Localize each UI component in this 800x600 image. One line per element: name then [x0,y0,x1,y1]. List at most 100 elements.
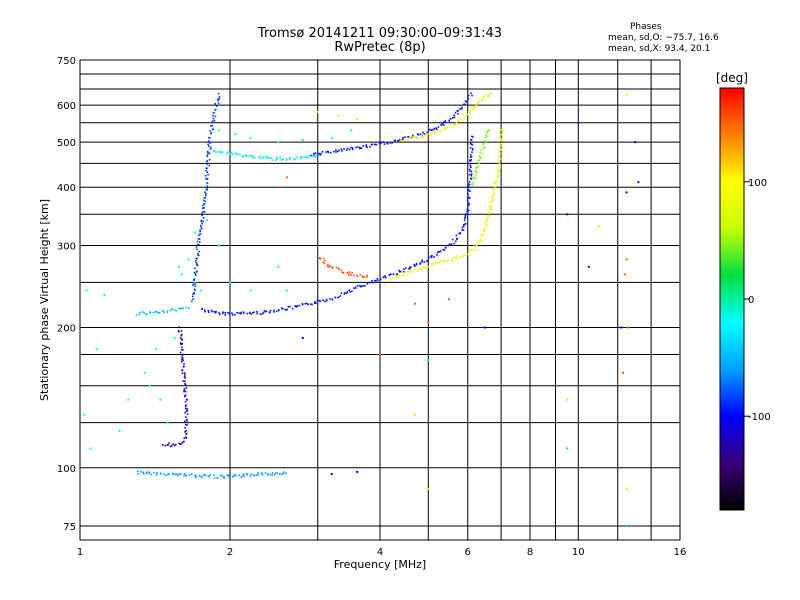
trace-dot [454,111,457,114]
trace-dot [307,303,309,306]
trace-dot [183,375,186,378]
trace-dot [488,214,491,217]
trace-dot [164,444,166,447]
trace-dot [205,194,207,197]
trace-dot [463,103,465,106]
trace-dot [415,264,418,266]
trace-dot [356,275,359,278]
trace-dot [236,153,239,156]
trace-dot [208,311,210,313]
scatter-dot [83,413,86,416]
trace-dot [209,142,211,144]
trace-dot [389,274,391,276]
trace-dot [338,149,340,152]
trace-dot [199,230,201,233]
trace-dot [217,92,220,95]
trace-dot [214,312,217,314]
trace-dot [461,226,464,229]
trace-dot [256,312,258,315]
y-tick-label: 200 [57,324,76,335]
scatter-dot [622,371,625,374]
trace-dot [335,149,337,151]
trace-dot [208,164,210,167]
trace-dot [162,310,164,313]
trace-dot [340,148,343,150]
trace-dot [251,155,254,157]
x-axis-label: Frequency [MHz] [334,558,426,571]
trace-dot [307,156,309,159]
trace-dot [500,142,503,145]
trace-dot [373,279,376,282]
trace-dot [405,274,408,276]
trace-dot [356,285,359,287]
trace-dot [195,274,197,276]
trace-dot [463,225,465,228]
trace-dot [141,311,144,313]
trace-dot [458,117,461,120]
trace-dot [201,212,203,214]
trace-dot [319,154,321,156]
scatter-dot [427,321,430,324]
trace-dot [221,475,223,477]
trace-dot [475,167,477,170]
scatter-dot [249,289,252,292]
trace-dot [466,199,469,202]
trace-dot [472,136,474,138]
trace-dot [248,312,251,314]
trace-dot [490,196,493,199]
trace-dot [278,309,280,312]
trace-dot [283,471,285,473]
scatter-dot [597,225,600,228]
trace-dot [497,171,499,174]
trace-dot [396,273,398,275]
trace-dot [271,159,274,161]
trace-dot [324,300,326,303]
trace-dot [470,107,472,109]
trace-dot [397,276,400,278]
trace-dot [404,139,406,142]
trace-dot [433,256,435,258]
trace-dot [303,156,305,158]
trace-dot [280,307,283,309]
trace-dot [492,200,494,202]
trace-dot [386,142,389,145]
trace-dot [457,119,460,122]
trace-dot [181,372,184,375]
trace-dot [485,220,487,222]
trace-dot [468,183,471,186]
trace-dot [353,287,355,289]
trace-dot [326,299,328,302]
trace-dot [468,181,471,183]
trace-dot [184,384,187,386]
trace-dot [481,99,483,102]
trace-dot [311,155,314,157]
trace-dot [425,133,427,136]
trace-dot [204,474,207,476]
trace-dot [372,281,374,284]
trace-dot [480,234,483,236]
trace-dot [498,169,500,172]
trace-dot [499,158,502,160]
trace-dot [256,311,258,313]
trace-dot [384,276,387,279]
trace-dot [200,226,203,229]
trace-dot [135,314,138,316]
trace-dot [226,151,229,153]
trace-dot [203,309,206,311]
trace-dot [212,111,215,114]
trace-dot [310,154,313,157]
trace-dot [356,274,358,277]
trace-dot [500,139,502,142]
trace-dot [494,186,496,188]
colorbar: [deg] 100 0 -100 [716,71,771,511]
trace-dot [320,152,322,155]
trace-dot [470,155,473,158]
trace-dot [334,296,337,299]
trace-dot [458,232,460,235]
scatter-dot [180,273,183,276]
trace-dot [181,349,183,351]
trace-dot [440,124,442,126]
trace-dot [351,272,353,274]
trace-dot [348,148,351,151]
phases-line-o: mean, sd,O: −75.7, 16.6 [608,33,719,43]
